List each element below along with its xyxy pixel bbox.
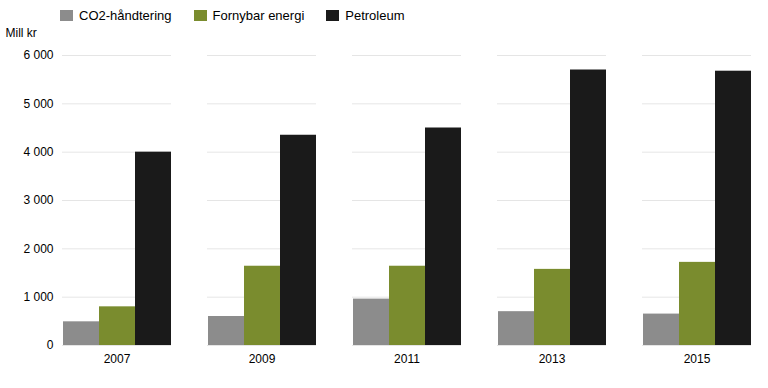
html-text:Fornybar energi: Fornybar energi	[212, 8, 305, 23]
svg-text:Mill kr: Mill kr	[6, 26, 37, 40]
svg-text:2007: 2007	[104, 352, 131, 366]
svg-text:3 000: 3 000	[23, 193, 53, 207]
html-text:CO2-håndtering: CO2-håndtering	[79, 8, 172, 23]
svg-text:2015: 2015	[684, 352, 711, 366]
svg-text:2 000: 2 000	[23, 242, 53, 256]
svg-text:4 000: 4 000	[23, 145, 53, 159]
svg-text:2009: 2009	[249, 352, 276, 366]
svg-text:1 000: 1 000	[23, 290, 53, 304]
svg-text:6 000: 6 000	[23, 48, 53, 62]
html-text:Petroleum: Petroleum	[345, 8, 405, 23]
svg-text:2011: 2011	[394, 352, 420, 366]
svg-text:5 000: 5 000	[23, 97, 53, 111]
svg-text:2013: 2013	[539, 352, 566, 366]
svg-text:0: 0	[47, 338, 54, 352]
